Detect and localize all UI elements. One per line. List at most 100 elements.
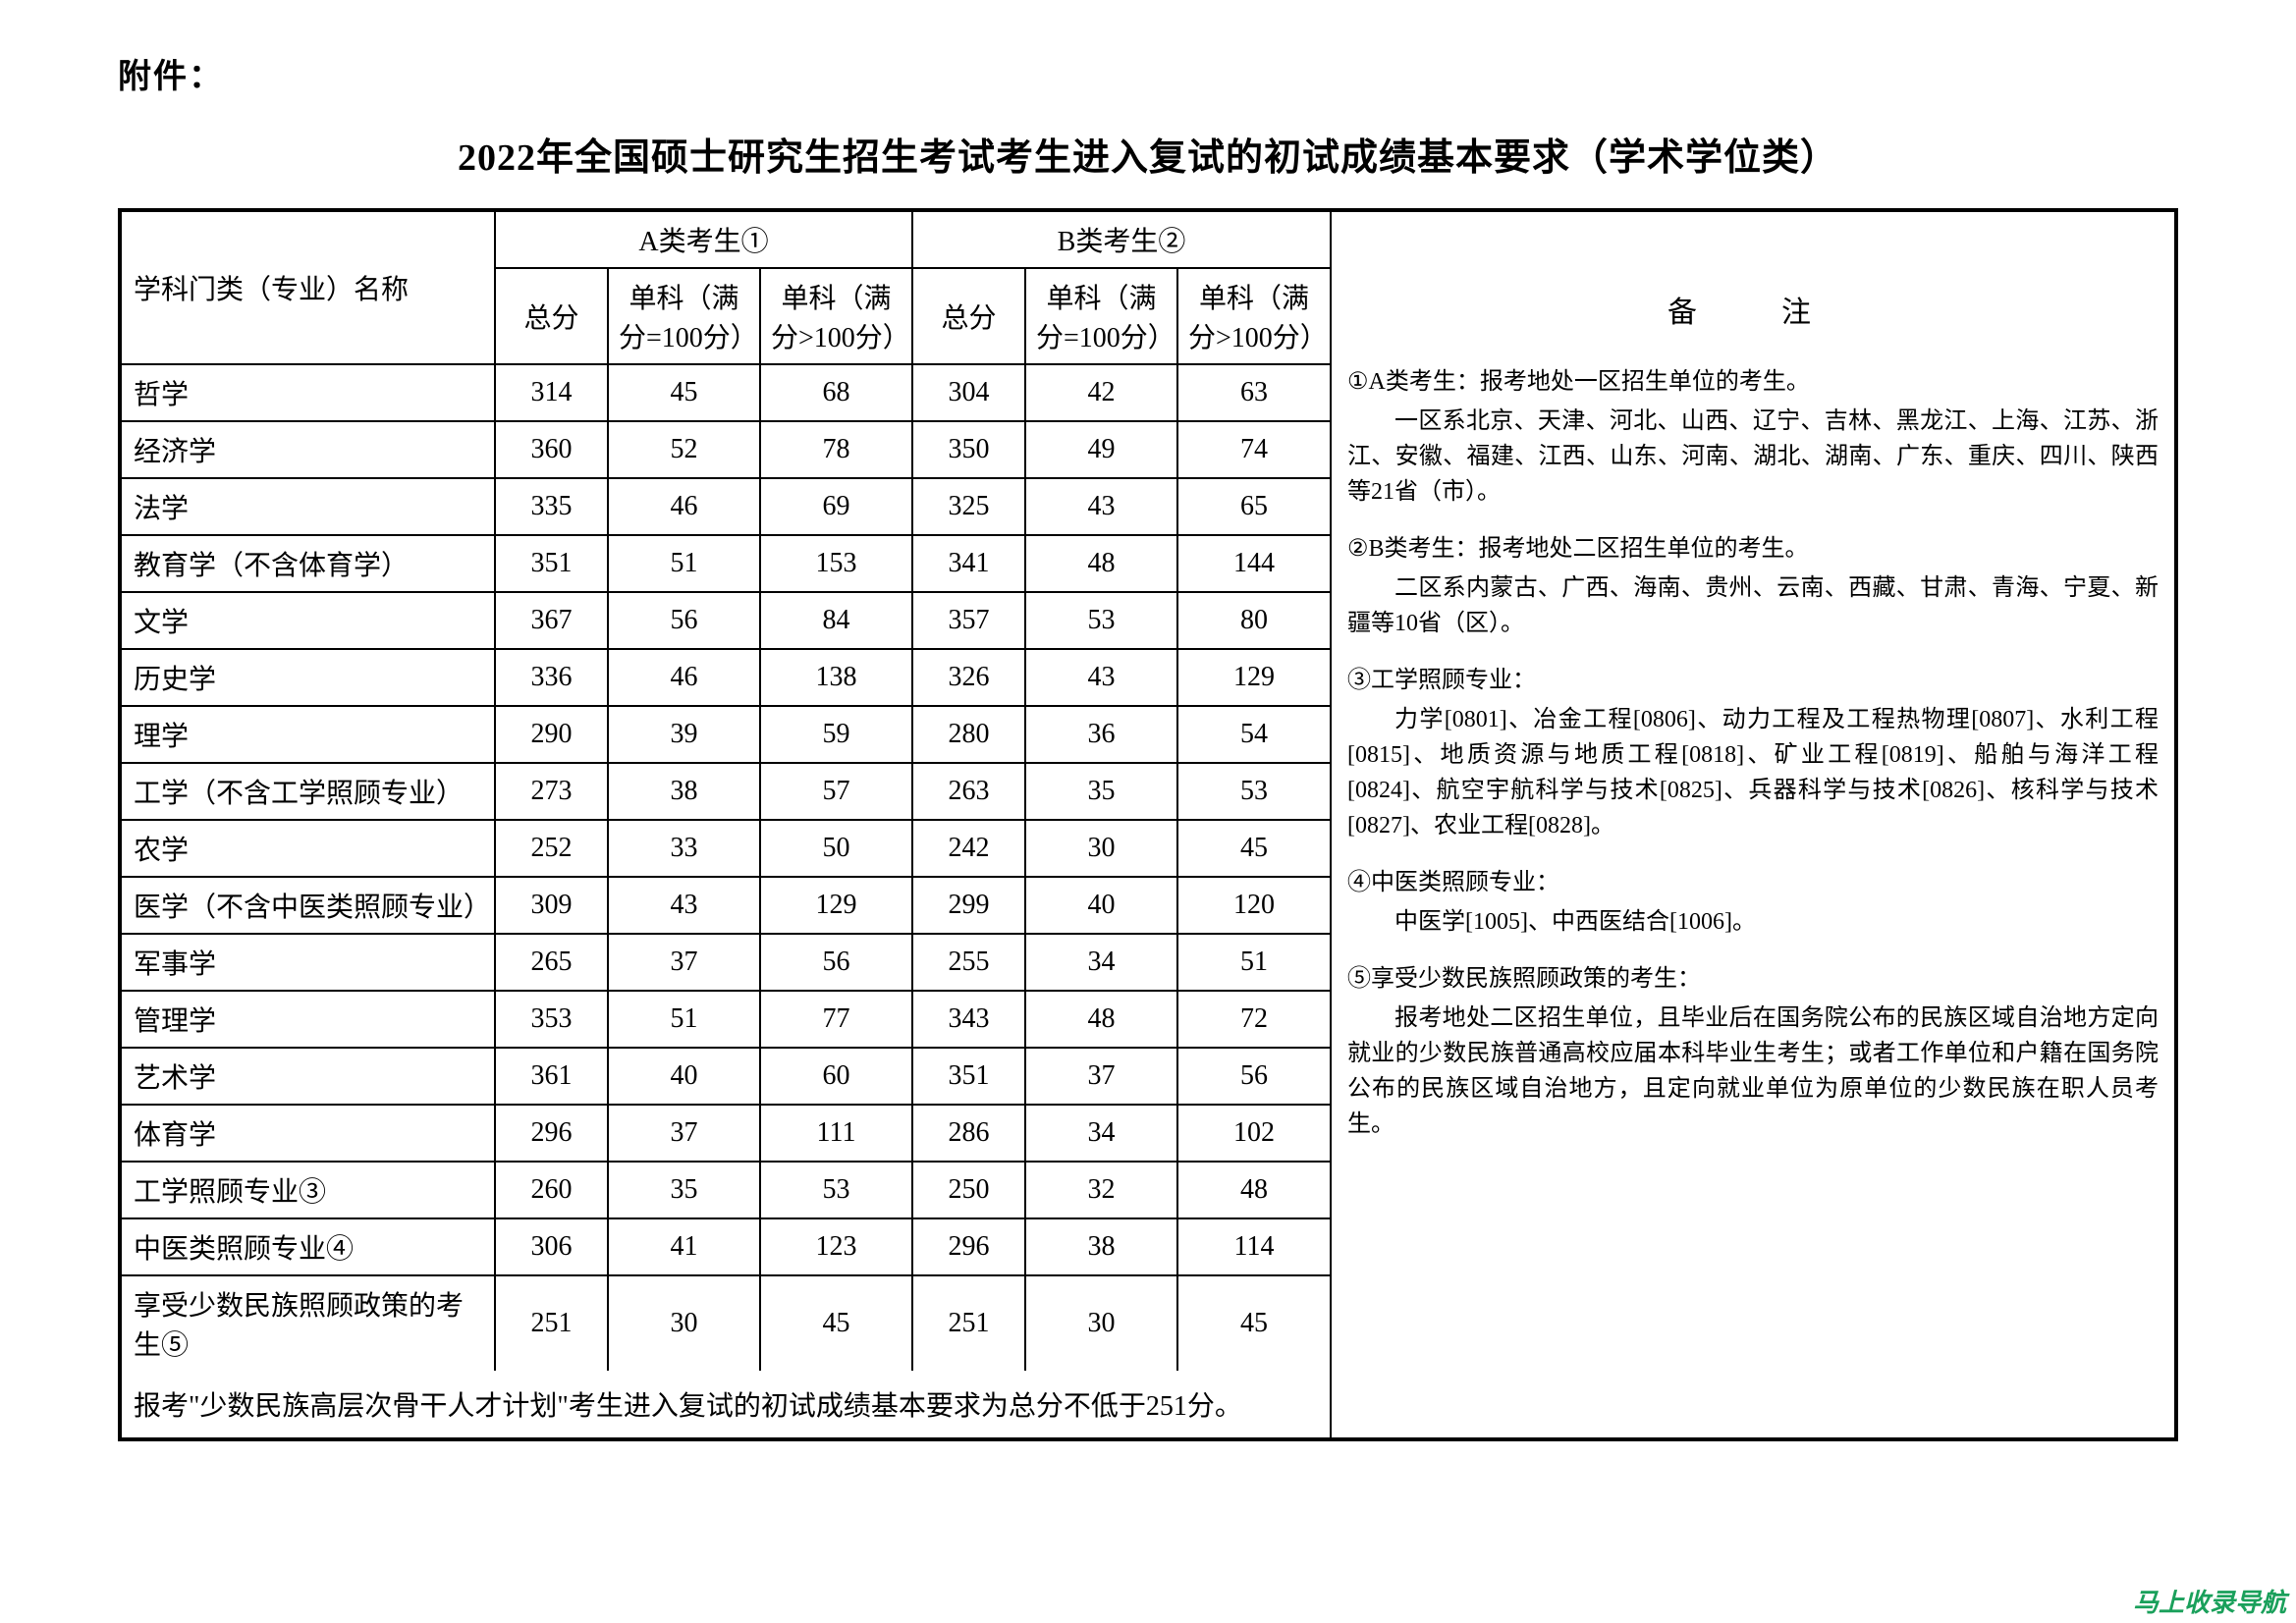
cell-subject: 中医类照顾专业④ bbox=[122, 1218, 495, 1275]
cell-b-total: 341 bbox=[912, 535, 1025, 592]
remark-3a: ③工学照顾专业： bbox=[1347, 663, 2159, 698]
cell-a-total: 252 bbox=[495, 820, 608, 877]
cell-a-subover: 53 bbox=[760, 1162, 912, 1218]
table-row: 农学25233502423045 bbox=[122, 820, 1330, 877]
table-row: 中医类照顾专业④3064112329638114 bbox=[122, 1218, 1330, 1275]
cell-b-total: 280 bbox=[912, 706, 1025, 763]
cell-a-sub100: 37 bbox=[608, 1105, 760, 1162]
cell-b-sub100: 42 bbox=[1025, 364, 1177, 421]
table-row: 经济学36052783504974 bbox=[122, 421, 1330, 478]
cell-subject: 工学照顾专业③ bbox=[122, 1162, 495, 1218]
cell-b-subover: 144 bbox=[1177, 535, 1330, 592]
cell-b-total: 286 bbox=[912, 1105, 1025, 1162]
table-foot: 报考"少数民族高层次骨干人才计划"考生进入复试的初试成绩基本要求为总分不低于25… bbox=[122, 1371, 1330, 1437]
cell-a-sub100: 46 bbox=[608, 478, 760, 535]
remark-1b: 一区系北京、天津、河北、山西、辽宁、吉林、黑龙江、上海、江苏、浙江、安徽、福建、… bbox=[1347, 404, 2159, 510]
cell-b-total: 263 bbox=[912, 763, 1025, 820]
cell-a-total: 335 bbox=[495, 478, 608, 535]
cell-b-sub100: 38 bbox=[1025, 1218, 1177, 1275]
cell-b-subover: 72 bbox=[1177, 991, 1330, 1048]
cell-a-sub100: 45 bbox=[608, 364, 760, 421]
cell-a-sub100: 41 bbox=[608, 1218, 760, 1275]
cell-b-total: 299 bbox=[912, 877, 1025, 934]
cell-b-sub100: 40 bbox=[1025, 877, 1177, 934]
col-b-sub100: 单科（满分=100分） bbox=[1025, 268, 1177, 364]
table-row: 管理学35351773434872 bbox=[122, 991, 1330, 1048]
page-title: 2022年全国硕士研究生招生考试考生进入复试的初试成绩基本要求（学术学位类） bbox=[118, 127, 2178, 181]
cell-b-total: 357 bbox=[912, 592, 1025, 649]
spacer bbox=[1347, 847, 2159, 861]
table-row: 工学（不含工学照顾专业）27338572633553 bbox=[122, 763, 1330, 820]
cell-a-subover: 57 bbox=[760, 763, 912, 820]
remark-5a: ⑤享受少数民族照顾政策的考生： bbox=[1347, 961, 2159, 997]
remark-3b: 力学[0801]、冶金工程[0806]、动力工程及工程热物理[0807]、水利工… bbox=[1347, 702, 2159, 843]
cell-subject: 哲学 bbox=[122, 364, 495, 421]
col-a-subover: 单科（满分>100分） bbox=[760, 268, 912, 364]
cell-b-subover: 56 bbox=[1177, 1048, 1330, 1105]
cell-a-sub100: 30 bbox=[608, 1275, 760, 1371]
spacer bbox=[1347, 944, 2159, 957]
spacer bbox=[1347, 645, 2159, 659]
cell-b-subover: 53 bbox=[1177, 763, 1330, 820]
remark-4b: 中医学[1005]、中西医结合[1006]。 bbox=[1347, 904, 2159, 940]
cell-a-sub100: 37 bbox=[608, 934, 760, 991]
cell-subject: 艺术学 bbox=[122, 1048, 495, 1105]
cell-b-sub100: 37 bbox=[1025, 1048, 1177, 1105]
table-row: 文学36756843575380 bbox=[122, 592, 1330, 649]
cell-subject: 历史学 bbox=[122, 649, 495, 706]
header-row-1: 学科门类（专业）名称 A类考生① B类考生② bbox=[122, 212, 1330, 268]
cell-a-subover: 59 bbox=[760, 706, 912, 763]
cell-a-sub100: 46 bbox=[608, 649, 760, 706]
cell-a-subover: 111 bbox=[760, 1105, 912, 1162]
cell-b-subover: 45 bbox=[1177, 1275, 1330, 1371]
cell-b-total: 351 bbox=[912, 1048, 1025, 1105]
remark-body: ①A类考生：报考地处一区招生单位的考生。 一区系北京、天津、河北、山西、辽宁、吉… bbox=[1347, 364, 2159, 1142]
table-body: 哲学31445683044263经济学36052783504974法学33546… bbox=[122, 364, 1330, 1371]
cell-b-sub100: 53 bbox=[1025, 592, 1177, 649]
cell-a-total: 351 bbox=[495, 535, 608, 592]
cell-a-total: 353 bbox=[495, 991, 608, 1048]
cell-a-total: 290 bbox=[495, 706, 608, 763]
cell-b-sub100: 43 bbox=[1025, 649, 1177, 706]
cell-subject: 经济学 bbox=[122, 421, 495, 478]
cell-a-sub100: 35 bbox=[608, 1162, 760, 1218]
cell-subject: 教育学（不含体育学） bbox=[122, 535, 495, 592]
cell-a-total: 265 bbox=[495, 934, 608, 991]
attachment-label: 附件： bbox=[118, 49, 2178, 97]
remark-1a: ①A类考生：报考地处一区招生单位的考生。 bbox=[1347, 364, 2159, 400]
remark-4a: ④中医类照顾专业： bbox=[1347, 865, 2159, 900]
table-row: 医学（不含中医类照顾专业）3094312929940120 bbox=[122, 877, 1330, 934]
table-row: 教育学（不含体育学）3515115334148144 bbox=[122, 535, 1330, 592]
cell-b-subover: 65 bbox=[1177, 478, 1330, 535]
cell-b-subover: 63 bbox=[1177, 364, 1330, 421]
cell-subject: 体育学 bbox=[122, 1105, 495, 1162]
score-table: 学科门类（专业）名称 A类考生① B类考生② 总分 单科（满分=100分） 单科… bbox=[122, 212, 1330, 1437]
cell-b-sub100: 36 bbox=[1025, 706, 1177, 763]
cell-subject: 农学 bbox=[122, 820, 495, 877]
table-row: 艺术学36140603513756 bbox=[122, 1048, 1330, 1105]
cell-a-total: 260 bbox=[495, 1162, 608, 1218]
col-b-total: 总分 bbox=[912, 268, 1025, 364]
cell-subject: 军事学 bbox=[122, 934, 495, 991]
document-page: 附件： 2022年全国硕士研究生招生考试考生进入复试的初试成绩基本要求（学术学位… bbox=[0, 0, 2296, 1481]
cell-a-subover: 69 bbox=[760, 478, 912, 535]
cell-b-sub100: 48 bbox=[1025, 991, 1177, 1048]
cell-b-sub100: 48 bbox=[1025, 535, 1177, 592]
cell-a-subover: 153 bbox=[760, 535, 912, 592]
cell-subject: 享受少数民族照顾政策的考生⑤ bbox=[122, 1275, 495, 1371]
cell-b-subover: 129 bbox=[1177, 649, 1330, 706]
score-table-block: 学科门类（专业）名称 A类考生① B类考生② 总分 单科（满分=100分） 单科… bbox=[122, 212, 1330, 1437]
remark-2b: 二区系内蒙古、广西、海南、贵州、云南、西藏、甘肃、青海、宁夏、新疆等10省（区）… bbox=[1347, 570, 2159, 641]
cell-a-sub100: 38 bbox=[608, 763, 760, 820]
cell-a-sub100: 51 bbox=[608, 991, 760, 1048]
cell-b-subover: 48 bbox=[1177, 1162, 1330, 1218]
table-row: 历史学3364613832643129 bbox=[122, 649, 1330, 706]
cell-a-total: 367 bbox=[495, 592, 608, 649]
cell-subject: 医学（不含中医类照顾专业） bbox=[122, 877, 495, 934]
cell-a-total: 306 bbox=[495, 1218, 608, 1275]
cell-a-subover: 78 bbox=[760, 421, 912, 478]
cell-a-subover: 123 bbox=[760, 1218, 912, 1275]
cell-b-subover: 74 bbox=[1177, 421, 1330, 478]
cell-b-total: 255 bbox=[912, 934, 1025, 991]
table-head: 学科门类（专业）名称 A类考生① B类考生② 总分 单科（满分=100分） 单科… bbox=[122, 212, 1330, 364]
